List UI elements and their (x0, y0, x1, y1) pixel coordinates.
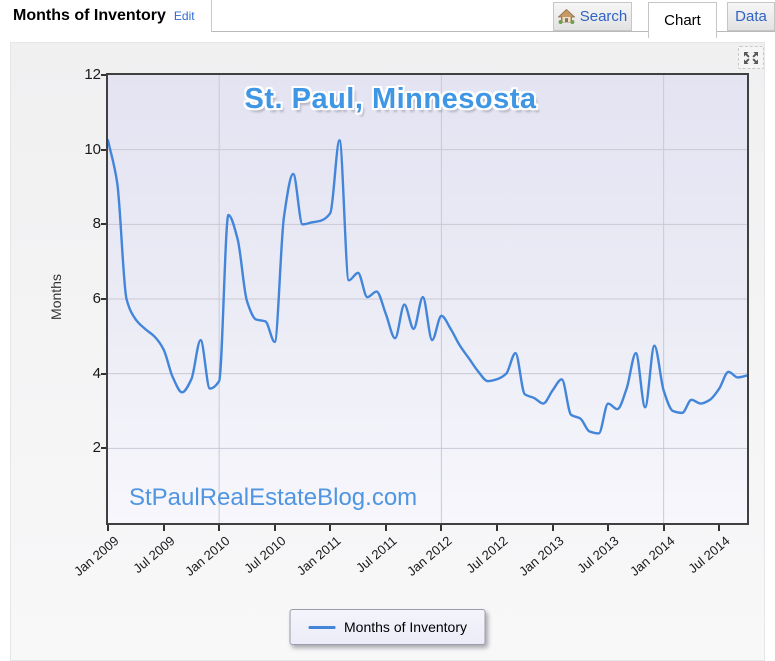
page-title: Months of Inventory (13, 7, 166, 24)
y-axis-label: 8 (92, 215, 101, 233)
legend[interactable]: Months of Inventory (289, 609, 486, 645)
data-line (108, 139, 747, 435)
x-axis-tick (384, 525, 387, 531)
legend-line-swatch (308, 625, 336, 629)
x-axis-label: Jul 2012 (463, 533, 511, 577)
x-axis-tick (329, 525, 332, 531)
toolbar: Months of Inventory Edit Search Chart Da… (0, 0, 775, 38)
x-axis-tick (607, 525, 610, 531)
line-chart (108, 75, 747, 523)
x-axis-label: Jan 2011 (294, 533, 344, 579)
tab-chart-label: Chart (664, 12, 701, 29)
y-axis-tick (101, 298, 106, 300)
x-axis-label: Jan 2009 (71, 533, 122, 579)
toolbar-divider (212, 31, 775, 32)
x-axis-tick (440, 525, 443, 531)
x-axis-label: Jul 2011 (352, 533, 400, 576)
tab-search-label: Search (579, 8, 628, 25)
y-axis-label: 10 (84, 140, 101, 158)
y-axis-tick (101, 148, 106, 151)
chart-panel: St. Paul, Minnesosta StPaulRealEstateBlo… (10, 42, 765, 661)
x-axis-label: Jan 2013 (515, 533, 567, 579)
x-axis-label: Jul 2013 (574, 533, 622, 577)
y-axis-label: 4 (92, 364, 101, 382)
x-axis-tick (107, 525, 109, 531)
tab-data[interactable]: Data (727, 2, 775, 31)
legend-label: Months of Inventory (344, 619, 467, 635)
y-axis-tick (101, 372, 106, 375)
fullscreen-button[interactable] (738, 46, 764, 69)
edit-link[interactable]: Edit (173, 9, 195, 23)
x-axis-tick (662, 525, 665, 531)
x-axis-label: Jul 2009 (129, 533, 178, 577)
y-axis-label: 12 (84, 66, 101, 83)
expand-arrows-icon (744, 51, 758, 64)
tab-data-label: Data (735, 8, 767, 25)
x-axis-tick (718, 525, 721, 531)
x-axis-tick (551, 525, 554, 531)
x-axis-label: Jul 2014 (685, 533, 733, 577)
tab-search[interactable]: Search (553, 2, 632, 31)
x-axis-label: Jan 2014 (626, 533, 678, 579)
x-axis-tick (218, 525, 221, 531)
x-axis-tick (273, 525, 276, 531)
y-axis-tick (101, 447, 106, 450)
x-axis-tick (162, 525, 165, 531)
home-icon (557, 9, 575, 24)
y-axis-tick (101, 223, 106, 226)
x-axis-label: Jan 2012 (404, 533, 456, 579)
x-axis-label: Jul 2010 (241, 533, 289, 577)
tab-chart[interactable]: Chart (648, 2, 717, 38)
x-axis-tick (495, 525, 498, 531)
y-axis-label: 2 (92, 439, 101, 457)
x-axis-label: Jan 2010 (182, 533, 233, 579)
page-title-tab: Months of Inventory Edit (0, 0, 212, 32)
plot-area (106, 73, 749, 525)
y-axis-tick (101, 74, 106, 76)
y-axis-label: 6 (92, 290, 101, 307)
